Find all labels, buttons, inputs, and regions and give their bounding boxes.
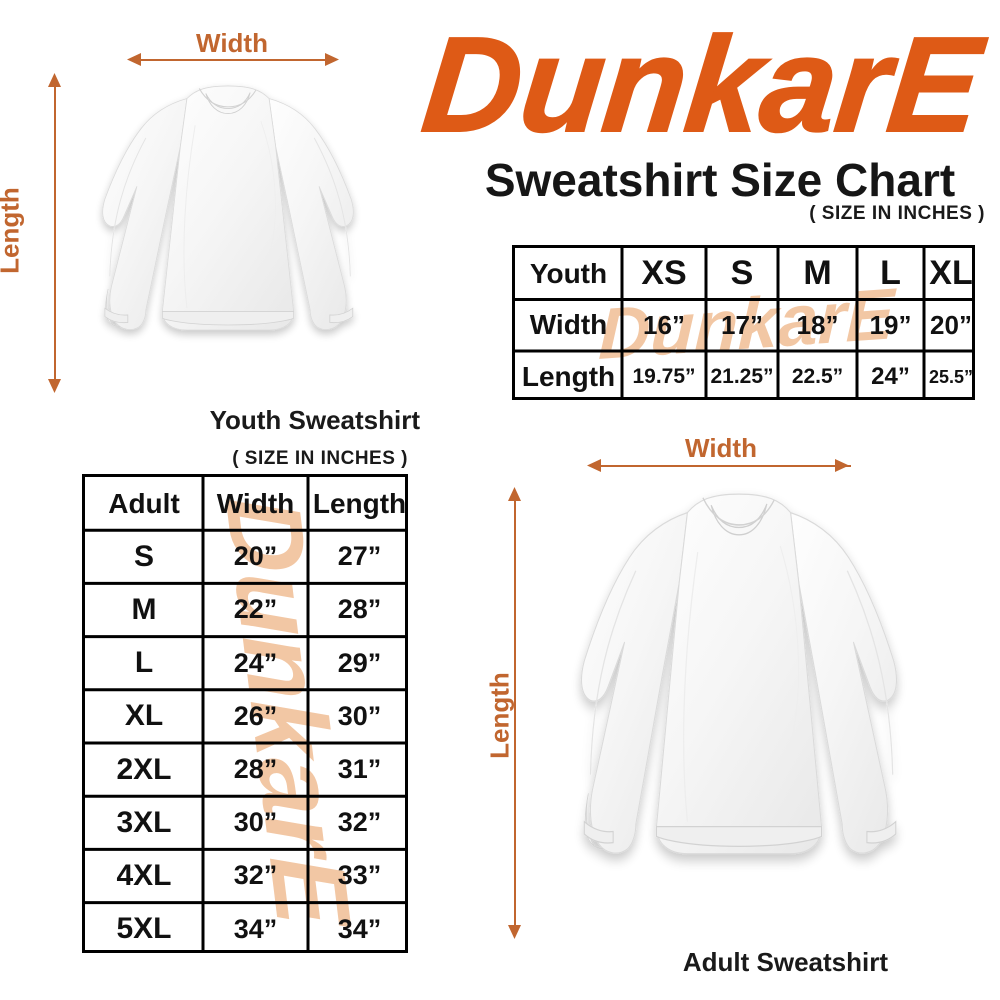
svg-text:DunkarE: DunkarE (420, 8, 991, 160)
